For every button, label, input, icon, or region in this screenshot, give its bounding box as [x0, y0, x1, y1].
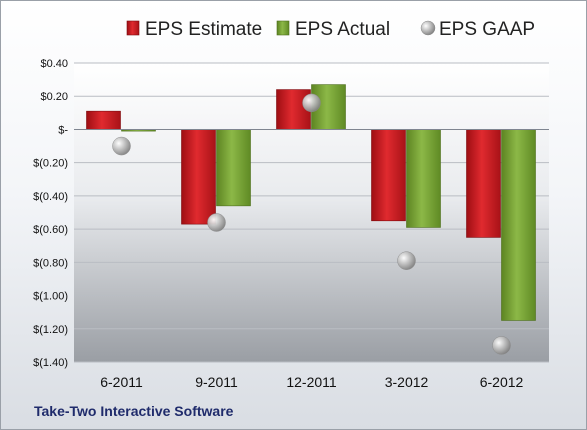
x-tick-label: 6-2011	[100, 374, 143, 390]
legend-label: EPS GAAP	[439, 19, 535, 40]
y-axis-ticks: $0.40 $0.20 $- $(0.20) $(0.40) $(0.60) $(0.80)…	[33, 58, 68, 369]
legend-label: EPS Estimate	[145, 19, 262, 40]
legend-item: EPS Estimate	[126, 19, 262, 40]
eps-actual-bar	[216, 129, 251, 207]
y-tick-label: $(0.40)	[33, 191, 68, 203]
y-tick-label: $0.40	[40, 58, 68, 70]
eps-gaap-marker	[492, 336, 511, 355]
eps-actual-bar	[406, 129, 441, 228]
y-tick-label: $-	[58, 124, 68, 136]
y-tick-label: $(1.40)	[33, 357, 68, 369]
y-tick-label: $(0.60)	[33, 224, 68, 236]
bar-series	[86, 84, 536, 321]
eps-estimate-bar	[466, 129, 501, 238]
x-tick-label: 3-2012	[385, 374, 429, 390]
legend-swatch	[276, 20, 290, 36]
company-name: Take-Two Interactive Software	[34, 403, 234, 419]
eps-estimate-bar	[371, 129, 406, 222]
y-tick-label: $(1.20)	[33, 324, 68, 336]
x-axis-ticks: 6-2011 9-2011 12-2011 3-2012 6-2012	[100, 374, 523, 390]
gaap-markers	[112, 93, 511, 355]
eps-estimate-bar	[86, 110, 121, 130]
legend-label: EPS Actual	[295, 19, 390, 40]
eps-gaap-marker	[112, 136, 131, 156]
legend-item: EPS GAAP	[420, 19, 535, 40]
y-tick-label: $(0.20)	[33, 158, 68, 170]
legend-swatch	[126, 20, 140, 36]
eps-gaap-marker	[397, 251, 416, 270]
eps-gaap-marker	[302, 93, 321, 113]
eps-actual-bar	[501, 129, 536, 321]
y-tick-label: $(1.00)	[33, 291, 68, 303]
y-tick-label: $0.20	[40, 91, 68, 103]
eps-estimate-bar	[181, 129, 216, 225]
chart-legend: EPS Estimate EPS Actual EPS GAAP	[126, 19, 535, 40]
x-tick-label: 9-2011	[195, 374, 238, 390]
y-tick-label: $(0.80)	[33, 257, 68, 269]
eps-gaap-marker	[207, 213, 226, 232]
legend-swatch	[420, 20, 436, 36]
legend-item: EPS Actual	[276, 19, 390, 40]
x-tick-label: 6-2012	[480, 374, 524, 390]
x-tick-label: 12-2011	[286, 374, 337, 390]
